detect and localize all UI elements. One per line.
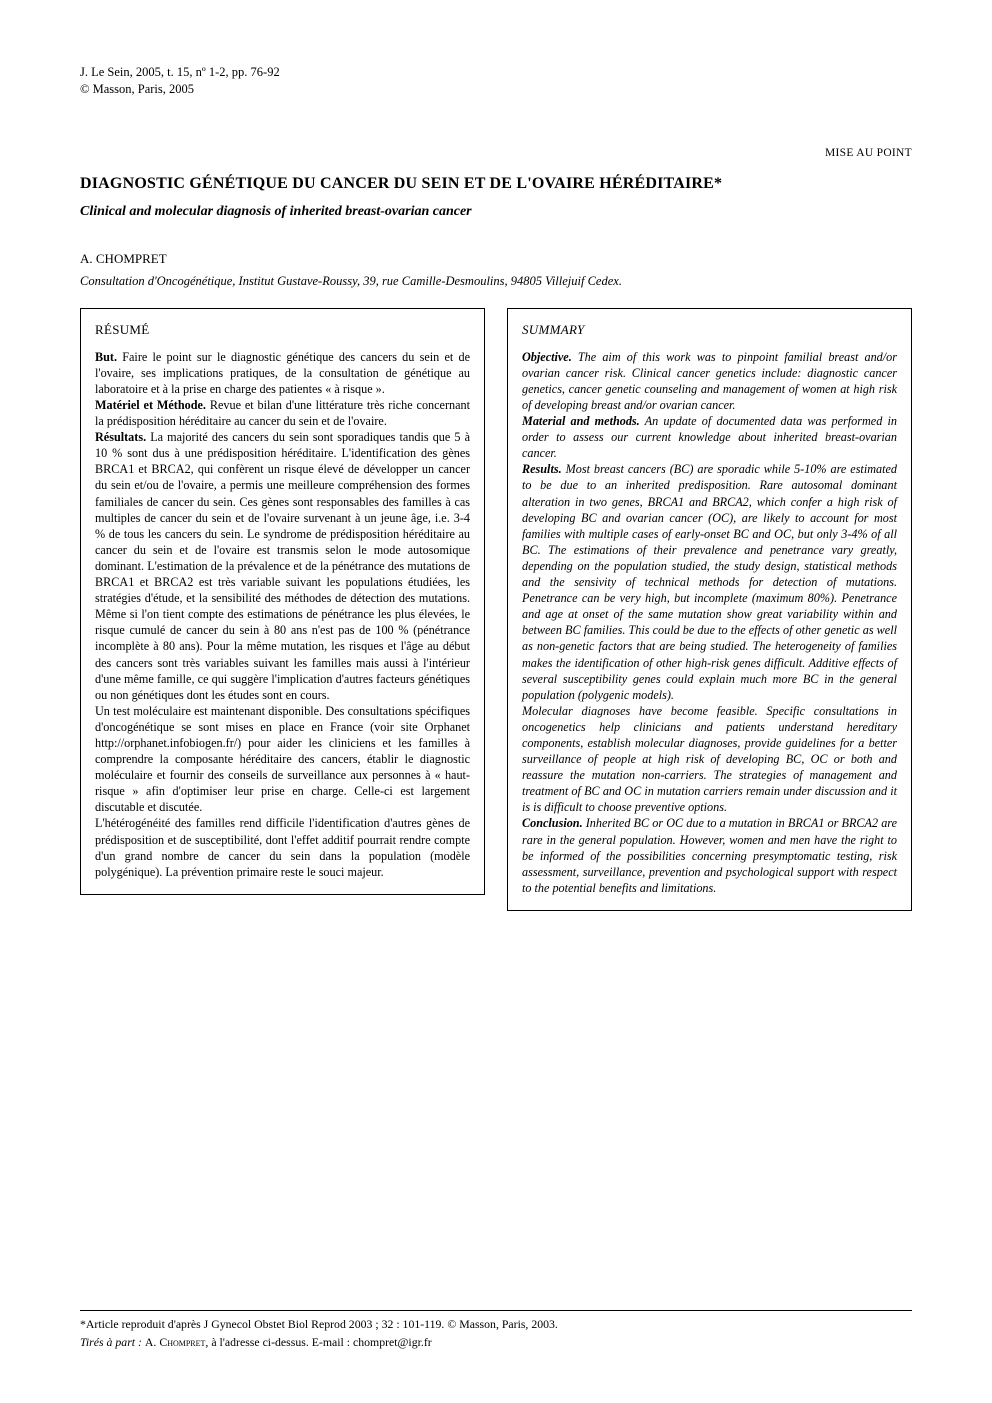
article-title-en: Clinical and molecular diagnosis of inhe… xyxy=(80,203,912,222)
footnote-2-author: A. Chompret xyxy=(145,1335,206,1349)
footnote-2: Tirés à part : A. Chompret, à l'adresse … xyxy=(80,1335,912,1351)
journal-ref-line1: J. Le Sein, 2005, t. 15, nº 1-2, pp. 76-… xyxy=(80,64,912,81)
author-affiliation: Consultation d'Oncogénétique, Institut G… xyxy=(80,273,912,290)
footnote-2-prefix: Tirés à part : xyxy=(80,1335,145,1349)
summary-heading: SUMMARY xyxy=(522,321,897,339)
author-name: A. CHOMPRET xyxy=(80,250,912,268)
resume-box: RÉSUMÉ But. Faire le point sur le diagno… xyxy=(80,308,485,895)
journal-ref-line2: © Masson, Paris, 2005 xyxy=(80,81,912,98)
summary-mat-label: Material and methods. xyxy=(522,414,640,428)
footnote-1: *Article reproduit d'après J Gynecol Obs… xyxy=(80,1317,912,1333)
resume-p3: L'hétérogénéité des familles rend diffic… xyxy=(95,816,470,878)
section-tag: MISE AU POINT xyxy=(80,146,912,162)
resume-heading: RÉSUMÉ xyxy=(95,321,470,339)
abstract-columns: RÉSUMÉ But. Faire le point sur le diagno… xyxy=(80,308,912,911)
summary-column: SUMMARY Objective. The aim of this work … xyxy=(507,308,912,911)
summary-body: Objective. The aim of this work was to p… xyxy=(522,349,897,896)
resume-res-text: La majorité des cancers du sein sont spo… xyxy=(95,430,470,702)
summary-obj-label: Objective. xyxy=(522,350,572,364)
resume-res-label: Résultats. xyxy=(95,430,146,444)
footnote-2-rest: , à l'adresse ci-dessus. E-mail : chompr… xyxy=(205,1335,431,1349)
resume-body: But. Faire le point sur le diagnostic gé… xyxy=(95,349,470,880)
summary-obj-text: The aim of this work was to pinpoint fam… xyxy=(522,350,897,412)
resume-but-text: Faire le point sur le diagnostic génétiq… xyxy=(95,350,470,396)
summary-res-label: Results. xyxy=(522,462,562,476)
resume-but-label: But. xyxy=(95,350,117,364)
summary-box: SUMMARY Objective. The aim of this work … xyxy=(507,308,912,911)
resume-p2: Un test moléculaire est maintenant dispo… xyxy=(95,704,470,815)
resume-mat-label: Matériel et Méthode. xyxy=(95,398,206,412)
journal-reference: J. Le Sein, 2005, t. 15, nº 1-2, pp. 76-… xyxy=(80,64,912,98)
article-title-fr: DIAGNOSTIC GÉNÉTIQUE DU CANCER DU SEIN E… xyxy=(80,173,912,195)
summary-con-label: Conclusion. xyxy=(522,816,583,830)
summary-p2: Molecular diagnoses have become feasible… xyxy=(522,704,897,815)
resume-column: RÉSUMÉ But. Faire le point sur le diagno… xyxy=(80,308,485,911)
summary-res-text: Most breast cancers (BC) are sporadic wh… xyxy=(522,462,897,701)
footnotes: *Article reproduit d'après J Gynecol Obs… xyxy=(80,1310,912,1351)
